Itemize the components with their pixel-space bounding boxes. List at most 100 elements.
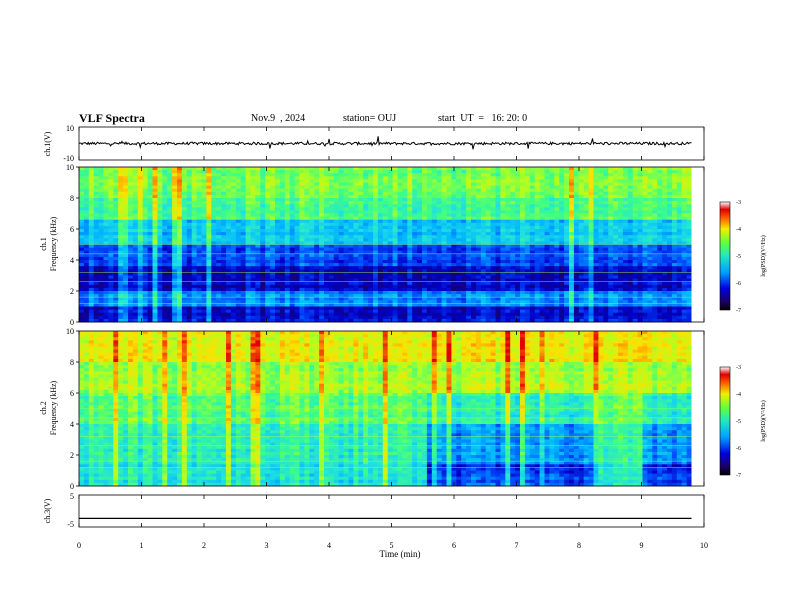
spectrogram-cell [358, 235, 364, 239]
spectrogram-cell [387, 238, 393, 242]
spectrogram-cell [157, 219, 163, 224]
spectrogram-cell [88, 269, 95, 273]
spectrogram-cell [113, 213, 119, 217]
spectrogram-cell [152, 256, 158, 261]
spectrogram-cell [524, 241, 531, 245]
spectrogram-cell [245, 204, 251, 208]
spectrogram-cell [343, 229, 349, 233]
spectrogram-cell [451, 201, 457, 205]
spectrogram-cell [255, 263, 261, 267]
spectrogram-cell [128, 191, 134, 196]
spectrogram-cell [583, 225, 589, 230]
spectrogram-cell [240, 260, 246, 264]
spectrogram-cell [167, 241, 173, 245]
spectrogram-cell [686, 182, 692, 186]
spectrogram-cell [441, 216, 447, 221]
spectrogram-cell [544, 173, 550, 177]
spectrogram-cell [157, 216, 163, 221]
spectrogram-cell [324, 272, 330, 276]
spectrogram-cell [299, 266, 305, 270]
spectrogram-cell [510, 266, 516, 270]
spectrogram-cell [304, 235, 310, 239]
spectrogram-cell [603, 232, 609, 236]
spectrogram-cell [500, 219, 506, 224]
spectrogram-cell [387, 185, 393, 190]
spectrogram-cell [490, 185, 496, 190]
spectrogram-cell [397, 194, 403, 199]
spectrogram-cell [118, 185, 124, 190]
spectrogram-cell [167, 179, 173, 183]
spectrogram-cell [275, 269, 281, 273]
spectrogram-cell [265, 170, 271, 174]
spectrogram-cell [250, 225, 256, 230]
spectrogram-cell [338, 275, 344, 279]
spectrogram-cell [392, 222, 398, 227]
spectrogram-cell [549, 281, 555, 286]
spectrogram-cell [539, 198, 545, 202]
spectrogram-cell [157, 266, 163, 270]
spectrogram-cell [475, 244, 482, 248]
spectrogram-cell [221, 176, 227, 180]
spectrogram-cell [524, 207, 531, 211]
spectrogram-cell [113, 194, 119, 199]
spectrogram-cell [446, 210, 452, 214]
spectrogram-cell [554, 204, 560, 208]
spectrogram-cell [608, 198, 614, 202]
spectrogram-cell [407, 210, 413, 214]
spectrogram-cell [270, 204, 276, 208]
spectrogram-cell [196, 194, 202, 199]
spectrogram-cell [343, 210, 349, 214]
spectrogram-cell [294, 170, 300, 174]
spectrogram-cell [201, 235, 207, 239]
spectrogram-cell [113, 219, 119, 224]
spectrogram-cell [441, 185, 447, 190]
spectrogram-cell [686, 275, 692, 279]
spectrogram-cell [431, 229, 438, 233]
spectrogram-cell [304, 253, 310, 258]
spectrogram-cell [358, 229, 364, 233]
spectrogram-cell [132, 263, 139, 267]
spectrogram-cell [338, 278, 344, 283]
spectrogram-cell [456, 287, 462, 292]
spectrogram-cell [348, 281, 354, 286]
spectrogram-cell [456, 241, 462, 245]
spectrogram-cell [191, 278, 197, 283]
spectrogram-cell [157, 241, 163, 245]
spectrogram-cell [500, 284, 506, 289]
spectrogram-cell [583, 253, 589, 258]
spectrogram-cell [392, 170, 398, 174]
spectrogram-cell [686, 167, 692, 171]
spectrogram-cell [294, 207, 300, 211]
spectrogram-cell [662, 238, 668, 242]
spectrogram-cell [686, 241, 692, 245]
spectrogram-cell [475, 235, 482, 239]
spectrogram-cell [475, 287, 482, 292]
spectrogram-cell [324, 278, 330, 283]
spectrogram-cell [598, 210, 604, 214]
spectrogram-cell [216, 256, 222, 261]
spectrogram-cell [627, 272, 634, 276]
spectrogram-cell [627, 275, 634, 279]
spectrogram-cell [93, 173, 99, 177]
spectrogram-cell [451, 266, 457, 270]
spectrogram-cell [211, 232, 217, 236]
spectrogram-cell [294, 284, 300, 289]
spectrogram-cell [676, 185, 683, 190]
spectrogram-cell [520, 194, 526, 199]
spectrogram-cell [324, 232, 330, 236]
spectrogram-cell [637, 235, 643, 239]
spectrogram-cell [304, 232, 310, 236]
spectrogram-cell [216, 263, 222, 267]
spectrogram-cell [103, 275, 109, 279]
spectrogram-cell [417, 194, 423, 199]
spectrogram-cell [471, 244, 477, 248]
spectrogram-cell [373, 216, 379, 221]
spectrogram-cell [451, 260, 457, 264]
spectrogram-cell [451, 272, 457, 276]
spectrogram-cell [196, 204, 202, 208]
spectrogram-cell [260, 284, 266, 289]
spectrogram-cell [289, 232, 295, 236]
spectrogram-cell [667, 232, 673, 236]
spectrogram-cell [608, 222, 614, 227]
spectrogram-cell [181, 260, 188, 264]
